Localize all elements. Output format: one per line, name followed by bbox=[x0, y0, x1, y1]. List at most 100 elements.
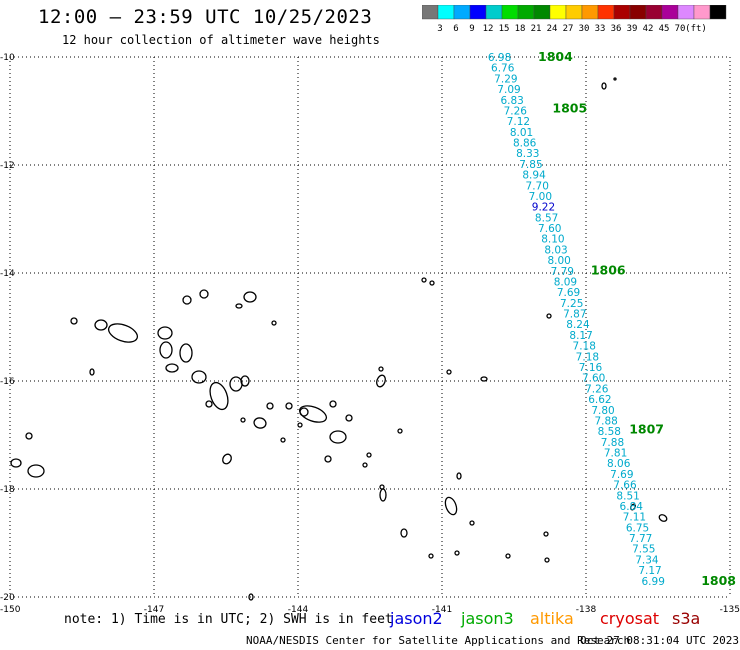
island-outline bbox=[658, 514, 668, 522]
island-outline bbox=[544, 557, 550, 563]
island-outline bbox=[428, 553, 434, 559]
island-outline bbox=[266, 402, 274, 410]
colorbar-label: 42 bbox=[643, 24, 654, 34]
latitude-label: -20 bbox=[0, 593, 15, 603]
wave-height-value: 7.80 bbox=[591, 405, 614, 417]
wave-height-value: 7.77 bbox=[629, 533, 652, 545]
island-outline bbox=[280, 437, 286, 443]
wave-height-value: 8.86 bbox=[513, 138, 537, 150]
wave-height-value: 7.88 bbox=[601, 437, 624, 449]
longitude-label: -150 bbox=[0, 605, 21, 615]
island-outline bbox=[444, 496, 458, 516]
island-outline bbox=[379, 488, 387, 502]
island-outline bbox=[299, 407, 309, 417]
island-outline bbox=[229, 376, 243, 392]
island-outline bbox=[397, 428, 403, 434]
island-outline bbox=[209, 381, 229, 411]
wave-height-value: 7.11 bbox=[623, 512, 646, 524]
axis-labels: -150 -147 -144 -141 -138 -135 -10 -12 -14 -16 -18 -… bbox=[0, 53, 740, 615]
colorbar-label: 24 bbox=[547, 24, 558, 34]
altimeter-track: 6.986.767.297.096.837.267.128.018.868.33… bbox=[488, 52, 665, 588]
island-outline bbox=[240, 375, 250, 387]
island-outline bbox=[298, 405, 328, 423]
island-outline bbox=[157, 326, 173, 340]
latitude-label: -14 bbox=[0, 269, 15, 279]
wave-height-value: 7.81 bbox=[604, 448, 627, 460]
revolution-label: 1806 bbox=[591, 262, 626, 277]
island-outline bbox=[421, 277, 427, 283]
wave-height-value: 7.25 bbox=[560, 298, 583, 310]
wave-height-value: 8.33 bbox=[516, 148, 539, 160]
map-gridlines bbox=[9, 56, 731, 598]
latitude-label: -12 bbox=[0, 161, 15, 171]
source-credit: NOAA/NESDIS Center for Satellite Applica… bbox=[246, 634, 631, 647]
longitude-label: -147 bbox=[144, 605, 164, 615]
island-outline bbox=[454, 550, 460, 556]
island-outline bbox=[182, 295, 192, 305]
wave-height-value: 8.24 bbox=[566, 319, 590, 331]
island-outline bbox=[469, 520, 475, 526]
island-outline bbox=[271, 320, 277, 326]
island-outline bbox=[378, 366, 384, 372]
wave-height-value: 7.34 bbox=[635, 554, 659, 566]
island-outlines bbox=[10, 77, 668, 601]
colorbar-swatch bbox=[709, 5, 727, 20]
wave-height-value: 6.76 bbox=[491, 63, 515, 75]
colorbar-label: 45 bbox=[659, 24, 670, 34]
island-outline bbox=[25, 432, 33, 440]
colorbar-label: 36 bbox=[611, 24, 622, 34]
wave-height-value: 7.70 bbox=[526, 180, 549, 192]
wave-height-value: 9.22 bbox=[532, 202, 555, 214]
island-outline bbox=[165, 363, 179, 373]
island-outline bbox=[240, 417, 246, 423]
generation-timestamp: Oct 27 08:31:04 UTC 2023 bbox=[580, 634, 739, 647]
island-outline bbox=[329, 400, 337, 408]
wave-height-value: 7.18 bbox=[573, 341, 596, 353]
colorbar-label: 21 bbox=[531, 24, 542, 34]
legend-jason3: jason3 bbox=[461, 609, 514, 628]
revolution-label: 1804 bbox=[538, 49, 573, 64]
colorbar-label: 30 bbox=[579, 24, 590, 34]
island-outline bbox=[366, 452, 372, 458]
wave-height-value: 7.26 bbox=[585, 383, 609, 395]
island-outline bbox=[345, 414, 353, 422]
wave-height-value: 8.01 bbox=[510, 127, 533, 139]
wave-height-value: 7.26 bbox=[504, 105, 528, 117]
colorbar-label: 6 bbox=[453, 24, 458, 34]
colorbar-label: 33 bbox=[595, 24, 606, 34]
wave-height-value: 6.83 bbox=[500, 95, 523, 107]
wave-height-value: 8.06 bbox=[607, 458, 631, 470]
longitude-label: -144 bbox=[288, 605, 309, 615]
wave-height-value: 8.09 bbox=[554, 276, 577, 288]
wave-height-value: 8.17 bbox=[569, 330, 592, 342]
wave-height-value: 7.87 bbox=[563, 309, 586, 321]
revolution-label: 1807 bbox=[629, 422, 664, 437]
wave-height-value: 7.18 bbox=[576, 351, 599, 363]
wave-height-value: 7.69 bbox=[610, 469, 633, 481]
island-outline bbox=[480, 376, 488, 382]
legend-jason2: jason2 bbox=[390, 609, 443, 628]
wave-height-value: 7.09 bbox=[497, 84, 520, 96]
revolution-label: 1808 bbox=[701, 573, 736, 588]
latitude-label: -16 bbox=[0, 377, 15, 387]
revolution-label: 1805 bbox=[552, 100, 587, 115]
wave-height-value: 7.60 bbox=[582, 373, 605, 385]
colorbar-label: 27 bbox=[563, 24, 574, 34]
island-outline bbox=[400, 528, 408, 538]
colorbar-label: 9 bbox=[469, 24, 474, 34]
island-outline bbox=[613, 77, 617, 81]
island-outline bbox=[456, 472, 462, 480]
wave-height-value: 6.84 bbox=[620, 501, 644, 513]
wave-height-value: 7.16 bbox=[579, 362, 603, 374]
island-outline bbox=[297, 422, 303, 428]
wave-height-value: 8.10 bbox=[541, 234, 564, 246]
wave-height-value: 7.66 bbox=[613, 480, 637, 492]
island-outline bbox=[362, 462, 368, 468]
island-outline bbox=[248, 593, 254, 601]
wave-height-value: 7.69 bbox=[557, 287, 580, 299]
island-outline bbox=[159, 341, 173, 359]
island-outline bbox=[379, 484, 385, 490]
island-outline bbox=[601, 82, 607, 90]
island-outline bbox=[179, 343, 193, 363]
wave-height-value: 7.17 bbox=[638, 565, 661, 577]
